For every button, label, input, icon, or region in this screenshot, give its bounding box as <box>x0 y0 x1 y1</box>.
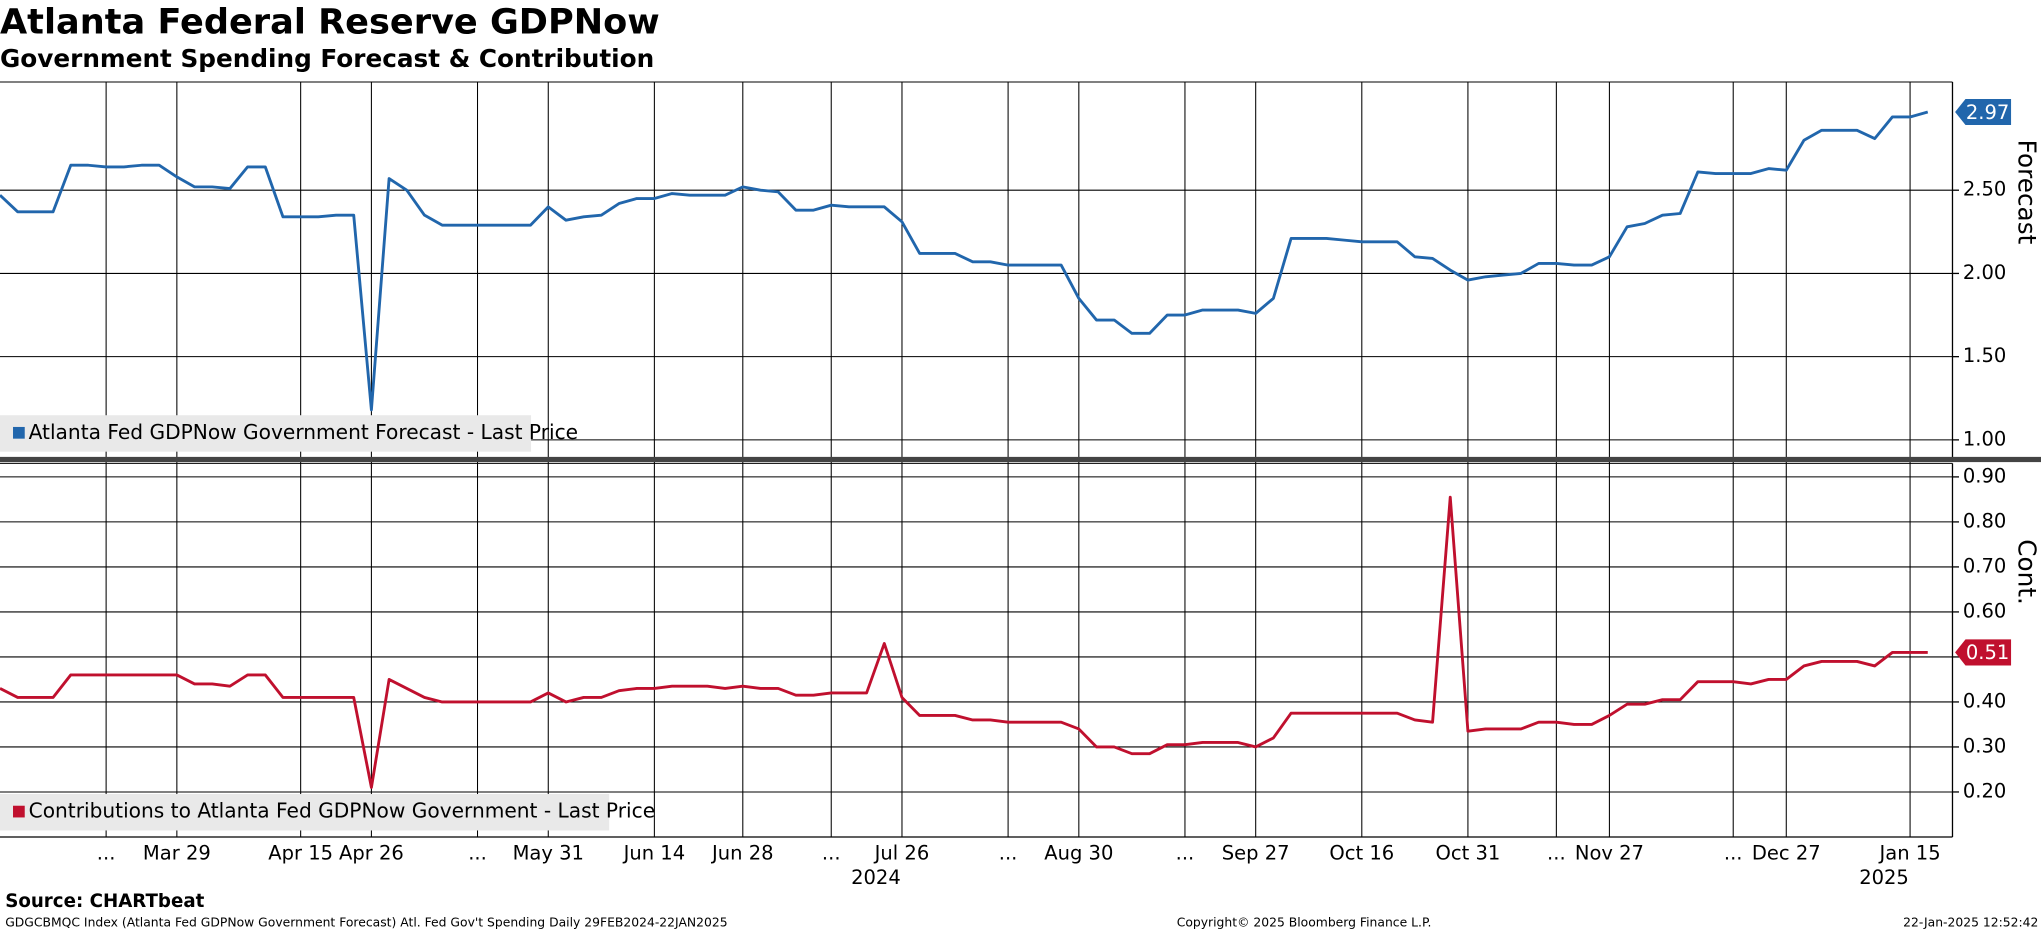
x-tick-label: Sep 27 <box>1222 841 1290 864</box>
chart-title: Atlanta Federal Reserve GDPNow <box>0 1 660 42</box>
legend-swatch <box>13 805 25 818</box>
last-value-label: 2.97 <box>1966 101 2009 124</box>
x-tick-label: ... <box>822 841 841 864</box>
x-tick-label: Dec 27 <box>1752 841 1821 864</box>
y-axis-title: Cont. <box>2012 539 2041 605</box>
y-tick-label: 0.30 <box>1963 734 2006 757</box>
x-tick-label: Jul 26 <box>873 841 930 864</box>
x-tick-label: ... <box>468 841 487 864</box>
y-tick-label: 2.00 <box>1963 261 2006 284</box>
x-tick-label: Nov 27 <box>1575 841 1644 864</box>
x-tick-label: ... <box>1176 841 1195 864</box>
y-tick-label: 0.80 <box>1963 509 2006 532</box>
data-line <box>0 110 1929 412</box>
y-tick-label: 1.00 <box>1963 427 2006 450</box>
legend-box <box>0 794 610 831</box>
y-tick-label: 2.50 <box>1963 178 2006 201</box>
x-tick-label: ... <box>1724 841 1743 864</box>
panel-divider <box>0 456 2041 463</box>
y-tick-label: 0.70 <box>1963 554 2006 577</box>
x-tick-label: Apr 15 <box>268 841 333 864</box>
x-tick-label: Aug 30 <box>1044 841 1113 864</box>
copyright: Copyright© 2025 Bloomberg Finance L.P. <box>1177 915 1432 929</box>
legend-label: Atlanta Fed GDPNow Government Forecast -… <box>29 420 578 444</box>
y-tick-label: 0.60 <box>1963 599 2006 622</box>
x-tick-label: Oct 31 <box>1436 841 1501 864</box>
chart-subtitle: Government Spending Forecast & Contribut… <box>0 44 654 73</box>
legend-box <box>0 415 532 452</box>
x-tick-label: May 31 <box>513 841 584 864</box>
x-tick-label: Jun 14 <box>622 841 686 864</box>
footer-description: GDGCBMQC Index (Atlanta Fed GDPNow Gover… <box>5 915 727 929</box>
last-value-tag <box>1955 98 2012 125</box>
x-tick-label: Jan 15 <box>1878 841 1941 864</box>
data-line <box>0 495 1928 789</box>
x-tick-label: ... <box>999 841 1018 864</box>
x-tick-label: ... <box>1547 841 1566 864</box>
y-tick-label: 0.20 <box>1963 779 2006 802</box>
x-tick-label: Mar 29 <box>143 841 211 864</box>
x-year-label: 2025 <box>1859 866 1909 889</box>
timestamp: 22-Jan-2025 12:52:42 <box>1903 915 2038 929</box>
x-tick-label: Apr 26 <box>339 841 404 864</box>
source: Source: CHARTbeat <box>5 891 204 912</box>
legend-label: Contributions to Atlanta Fed GDPNow Gove… <box>29 799 655 823</box>
last-value-tag <box>1955 639 2012 666</box>
last-value-label: 0.51 <box>1966 641 2009 664</box>
y-axis-title: Forecast <box>2012 140 2041 245</box>
y-tick-label: 1.50 <box>1963 344 2006 367</box>
x-tick-label: Oct 16 <box>1329 841 1394 864</box>
y-tick-label: 0.90 <box>1963 464 2006 487</box>
x-tick-label: Jun 28 <box>710 841 774 864</box>
x-year-label: 2024 <box>851 866 901 889</box>
y-tick-label: 0.40 <box>1963 689 2006 712</box>
legend-swatch <box>13 426 25 439</box>
x-tick-label: ... <box>97 841 116 864</box>
